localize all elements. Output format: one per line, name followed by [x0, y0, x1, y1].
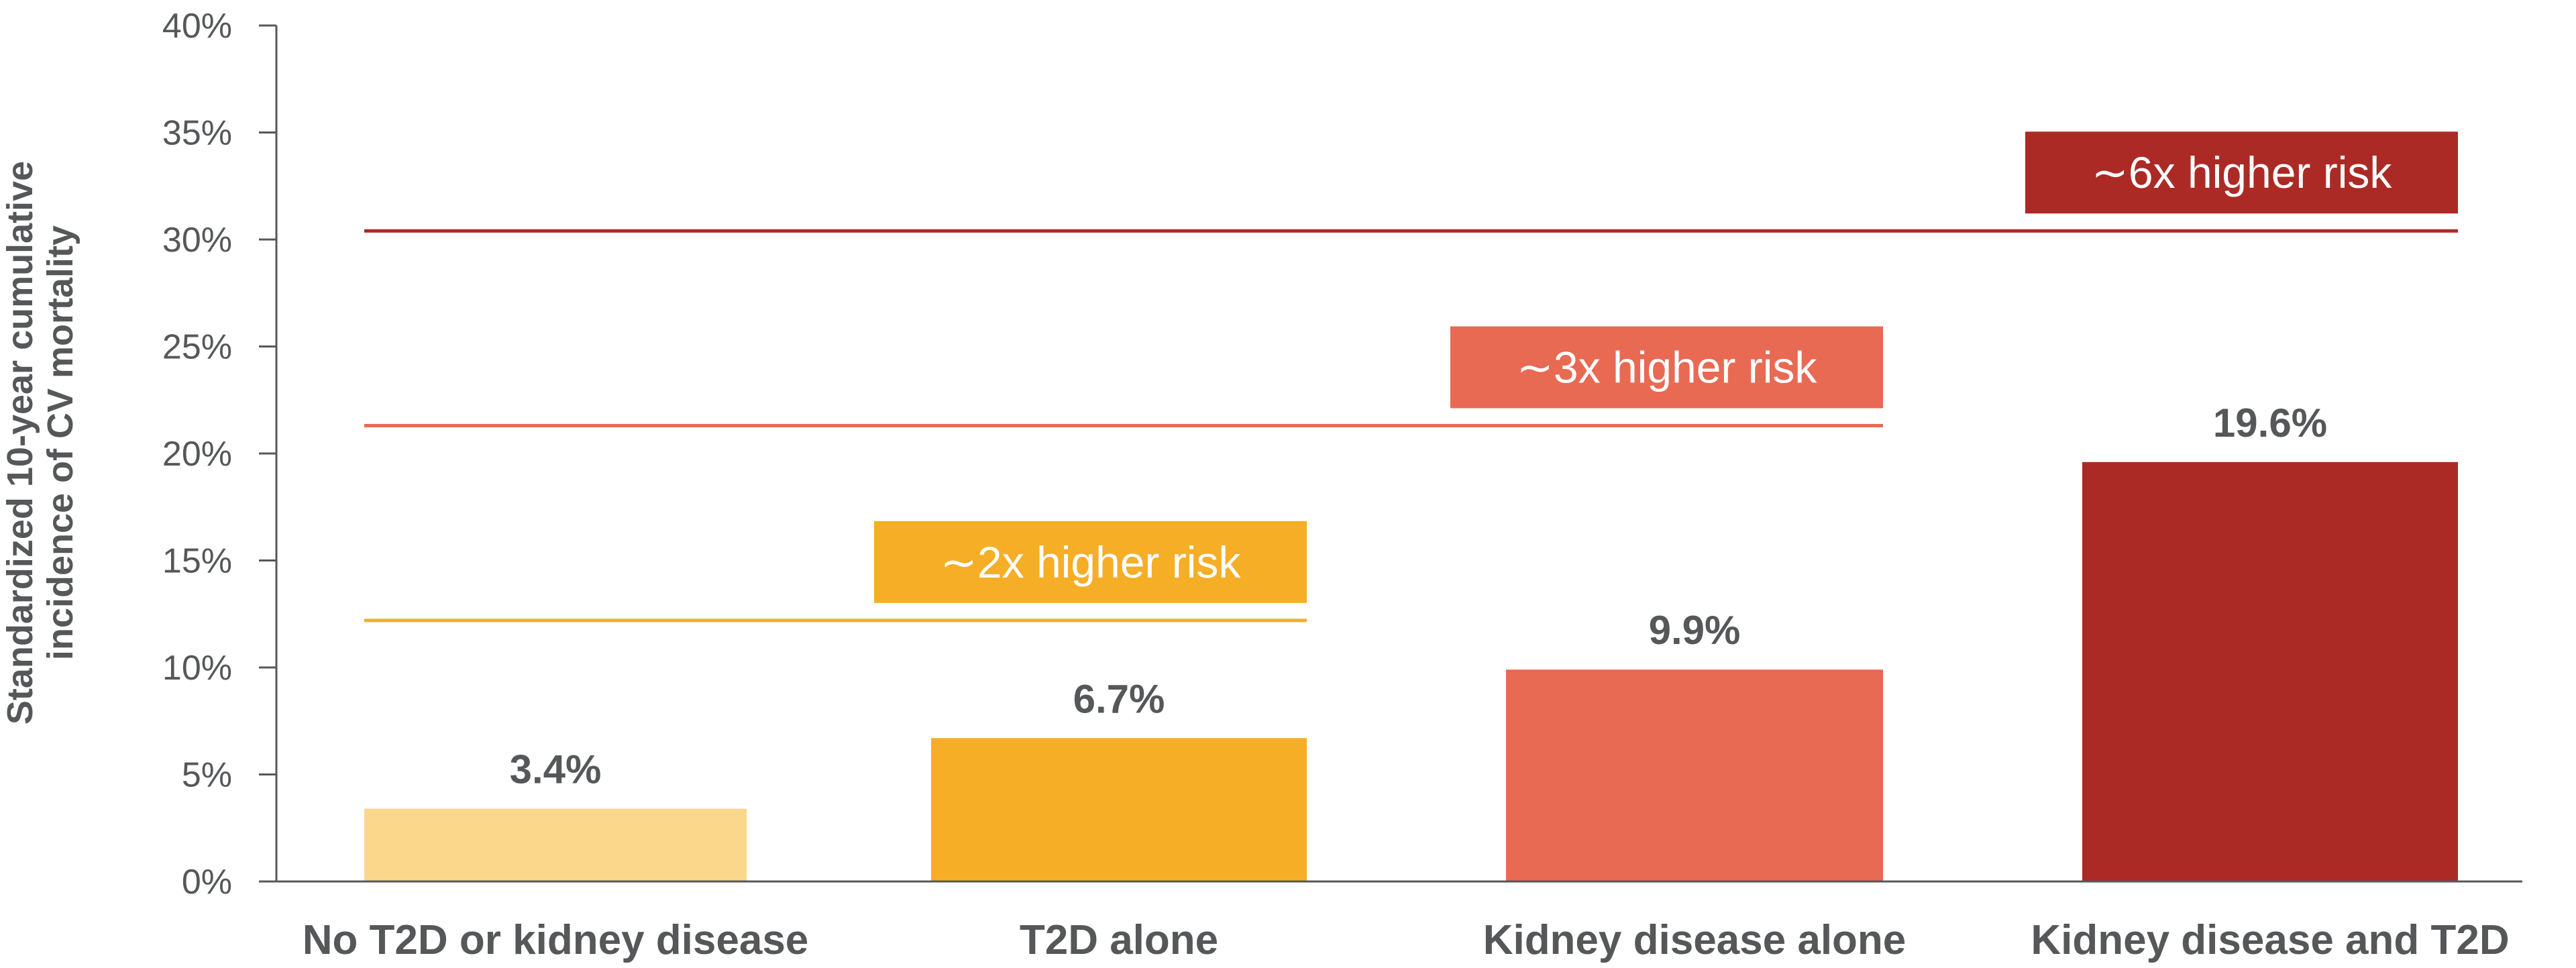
- y-tick-label: 35%: [162, 114, 232, 153]
- y-axis-label-line: incidence of CV mortality: [40, 225, 80, 660]
- y-tick-label: 25%: [162, 328, 232, 367]
- bar: [931, 738, 1307, 881]
- y-axis: 0% 5% 10% 15% 20% 25% 30% 35% 40%: [162, 7, 278, 902]
- risk-callout-label: ∼3x higher risk: [1517, 343, 1818, 392]
- risk-callout-box: [1450, 326, 1883, 409]
- bar-value-label: 3.4%: [510, 747, 602, 792]
- risk-callout-label: ∼2x higher risk: [941, 537, 1242, 587]
- risk-callout-box: [2025, 131, 2458, 214]
- y-tick-label: 40%: [162, 7, 232, 46]
- risk-callout-label: ∼6x higher risk: [2092, 148, 2393, 197]
- bars: 3.4% 6.7% 9.9% 19.6%: [364, 400, 2458, 881]
- bar-value-label: 6.7%: [1073, 676, 1165, 721]
- y-tick-label: 30%: [162, 221, 232, 260]
- x-category-label: Kidney disease and T2D: [2031, 917, 2509, 963]
- reference-lines: ∼2x higher risk ∼3x higher risk ∼6x higher…: [364, 131, 2458, 623]
- bar: [364, 808, 747, 881]
- y-axis-title: Standardized 10-year cumulativeincidence…: [0, 161, 80, 724]
- x-category-label: No T2D or kidney disease: [303, 917, 809, 963]
- bar: [1506, 669, 1883, 881]
- y-tick-label: 20%: [162, 435, 232, 474]
- y-tick-label: 0%: [182, 863, 232, 902]
- bar-value-label: 9.9%: [1649, 608, 1741, 653]
- risk-callout-box: [874, 521, 1307, 603]
- y-tick-label: 15%: [162, 542, 232, 581]
- y-tick-label: 10%: [162, 649, 232, 688]
- y-axis-label-line: Standardized 10-year cumulative: [0, 161, 40, 724]
- x-axis: No T2D or kidney disease T2D alone Kidney …: [276, 880, 2522, 963]
- bar-value-label: 19.6%: [2213, 400, 2327, 445]
- x-category-label: T2D alone: [1020, 917, 1218, 963]
- y-axis-label: Standardized 10-year cumulativeincidence…: [0, 161, 80, 724]
- y-tick-label: 5%: [182, 756, 232, 795]
- x-category-label: Kidney disease alone: [1483, 917, 1907, 963]
- bar: [2082, 462, 2458, 881]
